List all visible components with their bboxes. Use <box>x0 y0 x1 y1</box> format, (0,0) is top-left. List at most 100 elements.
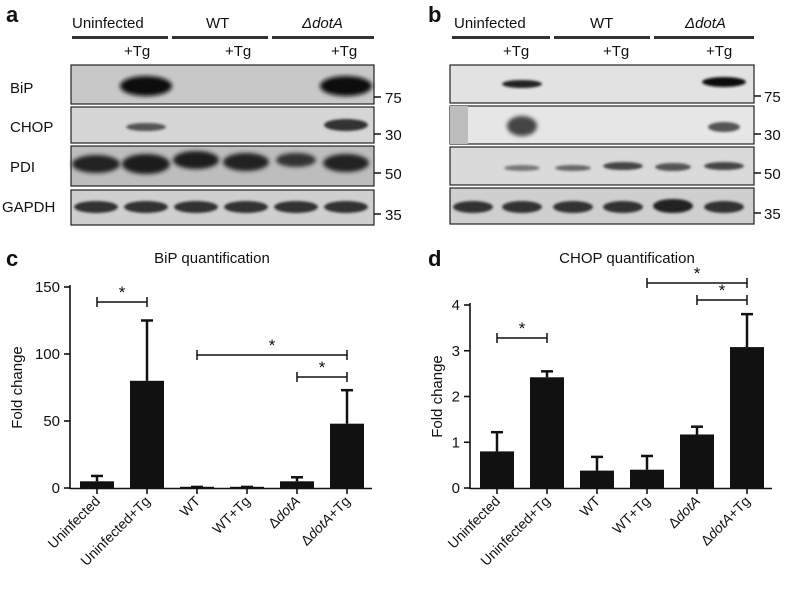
mw-marker-50: 50 <box>764 166 781 183</box>
category-tick-label: WT <box>176 492 203 519</box>
panel-label-d: d <box>428 246 441 271</box>
band <box>504 165 540 171</box>
group-bar-wt <box>172 36 268 39</box>
group-bar-uninfected <box>452 36 550 39</box>
y-tick-label: 1 <box>452 434 460 451</box>
band <box>502 80 542 88</box>
tg-label: +Tg <box>706 43 732 60</box>
band <box>174 201 218 213</box>
y-tick-label: 100 <box>35 346 60 363</box>
y-tick-label: 2 <box>452 389 460 406</box>
significance-star: * <box>119 283 126 302</box>
group-label-dota: ΔdotA <box>301 15 343 32</box>
mw-marker-35: 35 <box>385 207 402 224</box>
group-label-uninfected: Uninfected <box>72 15 144 32</box>
y-tick-label: 50 <box>43 413 60 430</box>
group-label-uninfected: Uninfected <box>454 15 526 32</box>
significance-star: * <box>519 319 526 338</box>
blot-strip-gapdh <box>449 187 755 225</box>
bar <box>130 380 164 488</box>
category-tick-label: WT <box>576 492 603 519</box>
mw-marker-30: 30 <box>764 127 781 144</box>
blot-row-label-pdi: PDI <box>10 159 35 176</box>
blot-row-label-bip: BiP <box>10 80 33 97</box>
category-tick-label: ΔdotA <box>265 493 303 531</box>
blot-strip-bip <box>449 64 755 104</box>
blot-edge <box>450 106 468 144</box>
band <box>603 162 643 170</box>
mw-marker-75: 75 <box>385 90 402 107</box>
bar <box>580 470 614 488</box>
bar <box>80 481 114 488</box>
band <box>704 162 744 170</box>
band <box>704 201 744 213</box>
tg-label: +Tg <box>331 43 357 60</box>
bar <box>530 377 564 488</box>
y-axis-label: Fold change <box>9 346 26 429</box>
bar <box>280 481 314 488</box>
band <box>223 153 269 171</box>
band <box>72 155 120 173</box>
y-tick-label: 4 <box>452 297 460 314</box>
blot-strip-chop <box>70 106 375 144</box>
category-tick-label: ΔdotA+Tg <box>697 493 753 549</box>
significance-star: * <box>269 336 276 355</box>
blot-strip-pdi <box>70 145 375 187</box>
blot-panel-a: Uninfected WT ΔdotA +Tg +Tg +Tg BiP CHOP… <box>2 15 402 226</box>
band <box>126 123 166 131</box>
blot-strip-pdi <box>449 146 755 186</box>
blot-strip-chop <box>449 105 755 145</box>
band <box>708 122 740 132</box>
category-tick-label: WT+Tg <box>209 493 253 537</box>
band <box>653 199 693 213</box>
significance-star: * <box>319 358 326 377</box>
group-bar-dota <box>272 36 374 39</box>
chart-title: BiP quantification <box>154 250 270 267</box>
blot-strip-gapdh <box>70 189 375 226</box>
mw-marker-50: 50 <box>385 166 402 183</box>
band <box>324 119 368 131</box>
bar <box>630 469 664 488</box>
bar <box>680 434 714 488</box>
band <box>553 201 593 213</box>
group-label-wt: WT <box>206 15 229 32</box>
panel-label-c: c <box>6 246 18 271</box>
group-label-dota: ΔdotA <box>684 15 726 32</box>
band <box>323 154 369 172</box>
band <box>453 201 493 213</box>
significance-star: * <box>694 264 701 283</box>
tg-label: +Tg <box>225 43 251 60</box>
blot-row-label-chop: CHOP <box>10 119 53 136</box>
tg-label: +Tg <box>603 43 629 60</box>
y-tick-label: 0 <box>52 480 60 497</box>
band <box>603 201 643 213</box>
band <box>324 201 368 213</box>
category-tick-label: ΔdotA <box>665 493 703 531</box>
panel-label-b: b <box>428 2 441 27</box>
group-bar-dota <box>654 36 754 39</box>
group-bar-uninfected <box>72 36 168 39</box>
band <box>120 76 172 96</box>
band <box>655 163 691 171</box>
bar <box>730 347 764 488</box>
blot-row-label-gapdh: GAPDH <box>2 199 55 216</box>
band <box>507 116 537 136</box>
bar <box>480 451 514 488</box>
y-axis-label: Fold change <box>429 355 446 438</box>
band <box>555 165 591 171</box>
group-bar-wt <box>554 36 650 39</box>
chart-title: CHOP quantification <box>559 250 695 267</box>
panel-label-a: a <box>6 2 19 27</box>
band <box>122 154 170 174</box>
band <box>74 201 118 213</box>
band <box>224 201 268 213</box>
blot-panel-b: Uninfected WT ΔdotA +Tg +Tg +Tg 75 30 <box>449 15 781 225</box>
group-label-wt: WT <box>590 15 613 32</box>
y-tick-label: 0 <box>452 480 460 497</box>
band <box>502 201 542 213</box>
band <box>276 153 316 167</box>
band <box>274 201 318 213</box>
